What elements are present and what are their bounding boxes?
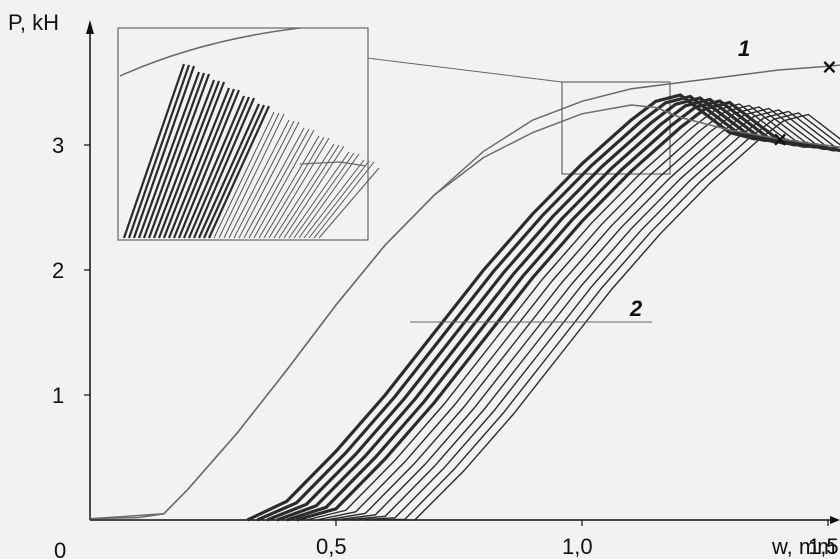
inset-line xyxy=(263,136,325,239)
inset-line xyxy=(238,121,300,239)
inset-line xyxy=(167,87,231,239)
inset-line xyxy=(152,79,216,239)
inset-line xyxy=(142,72,206,239)
series-1-label: 1 xyxy=(738,36,750,61)
inset-line xyxy=(288,151,350,239)
inset-line xyxy=(223,113,285,239)
inset-line xyxy=(147,73,211,239)
inset-line xyxy=(122,63,186,239)
zoom-connector-line xyxy=(366,57,563,83)
series-2-line xyxy=(246,93,779,522)
origin-label: 0 xyxy=(54,538,66,559)
series-2-line xyxy=(286,99,819,522)
x-tick-label: 1,0 xyxy=(562,534,593,559)
inset-line xyxy=(303,159,365,239)
inset-line xyxy=(283,145,345,239)
inset-line xyxy=(202,104,266,239)
inset-line xyxy=(177,89,241,239)
y-ticks: 1 2 3 xyxy=(52,133,90,408)
failure-marker: × xyxy=(821,54,838,78)
inset-line xyxy=(132,65,196,239)
inset-line xyxy=(258,135,320,239)
inset-line xyxy=(187,96,251,239)
inset-line xyxy=(127,64,191,239)
inset-line xyxy=(243,127,305,239)
series-2-line xyxy=(266,96,799,522)
inset-line xyxy=(248,128,310,239)
y-tick-label: 1 xyxy=(52,383,64,408)
inset-line xyxy=(298,153,360,239)
inset-line xyxy=(192,97,256,239)
inset-content xyxy=(119,27,380,239)
inset-line xyxy=(318,167,380,239)
y-tick-label: 2 xyxy=(52,258,64,283)
x-ticks: 0,5 1,0 1,5 xyxy=(316,520,839,559)
series-2-label: 2 xyxy=(629,296,643,321)
y-axis-arrow xyxy=(86,20,94,34)
inset-line xyxy=(268,137,330,239)
inset-line xyxy=(273,143,335,239)
series-2-line xyxy=(355,110,840,521)
series-2-line xyxy=(316,104,840,521)
series-2-line xyxy=(296,100,828,522)
inset-line xyxy=(137,71,201,239)
series-2-line xyxy=(375,113,840,521)
inset-line xyxy=(313,161,375,239)
inset-line xyxy=(253,129,315,239)
x-axis-arrow xyxy=(830,516,840,524)
y-axis-label: P, kH xyxy=(8,10,59,35)
x-tick-label: 1,5 xyxy=(808,534,839,559)
zoom-region-box xyxy=(561,81,671,175)
inset-line xyxy=(182,95,246,239)
series-2-line xyxy=(326,106,840,521)
inset-curve xyxy=(119,27,301,77)
inset-line xyxy=(157,80,221,239)
inset-line xyxy=(213,111,275,239)
inset-line xyxy=(207,105,271,239)
failure-markers: ×× xyxy=(772,54,838,151)
inset-line xyxy=(278,144,340,239)
y-tick-label: 3 xyxy=(52,133,64,158)
series-2-line xyxy=(256,94,789,522)
series-2-line xyxy=(335,107,840,521)
series-2-line xyxy=(276,97,809,522)
failure-marker: × xyxy=(772,127,789,151)
inset-line xyxy=(172,88,236,239)
inset-line xyxy=(233,120,295,239)
series-2-line xyxy=(306,103,838,521)
inset-line xyxy=(308,160,370,239)
series-2-line xyxy=(345,109,840,521)
inset-line xyxy=(218,112,280,239)
series-1b-line xyxy=(89,104,840,520)
inset-line xyxy=(228,119,290,239)
x-axis-label: w, mm xyxy=(771,534,836,559)
inset-line xyxy=(197,103,261,239)
inset-line xyxy=(162,81,226,239)
inset-line xyxy=(293,152,355,239)
x-tick-label: 0,5 xyxy=(316,534,347,559)
inset-tail xyxy=(299,161,367,167)
